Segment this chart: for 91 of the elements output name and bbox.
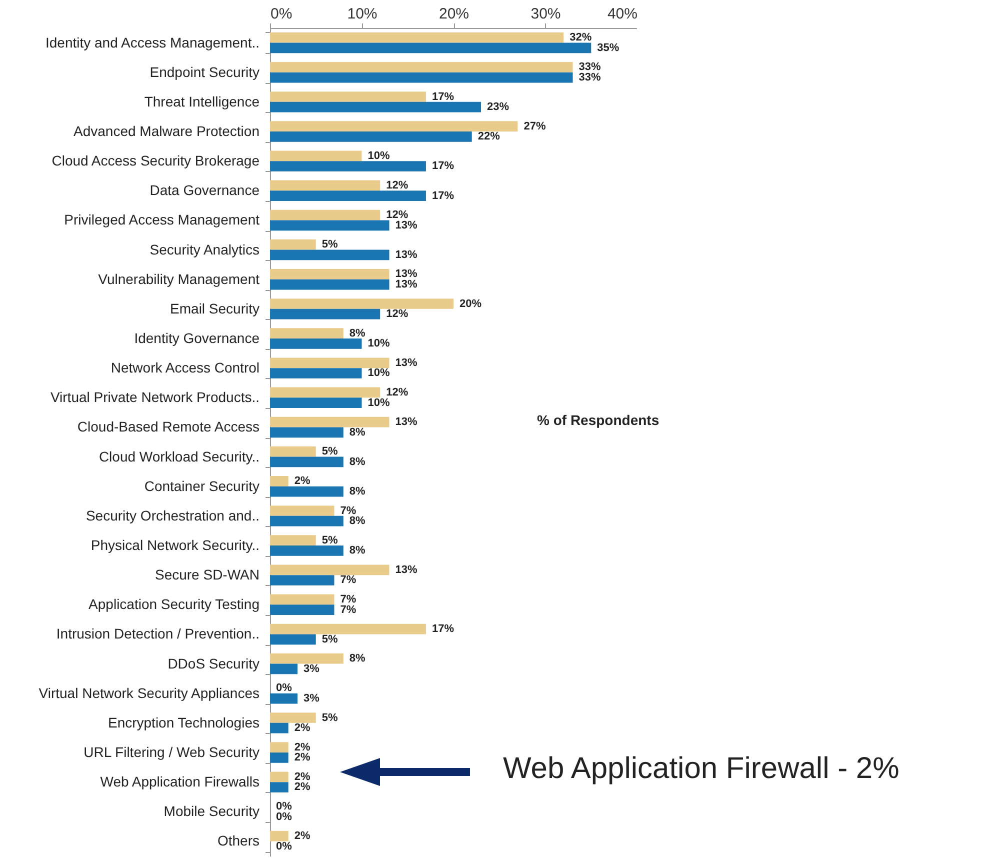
data-label: 2% [294,475,310,488]
data-label: 13% [395,248,418,261]
data-label: 20% [460,298,482,310]
y-tick-label: Network Access Control [110,360,260,376]
data-label: 2% [294,781,310,794]
data-label: 0% [276,682,292,694]
data-label: 13% [395,356,418,369]
annotation: % of Respondents [537,412,660,428]
data-label: 3% [304,692,320,705]
y-tick-label: Cloud-Based Remote Access [77,418,260,435]
y-tick-label: Intrusion Detection / Prevention.. [56,626,260,642]
data-label: 17% [432,623,454,636]
y-tick-label: Mobile Security [164,803,260,820]
y-tick-label: Data Governance [150,182,260,198]
data-label: 2% [294,830,310,842]
data-label: 13% [395,416,418,428]
data-label: 8% [349,652,366,665]
data-label: 7% [340,504,356,517]
data-label: 12% [386,308,408,320]
data-label: 7% [340,604,356,616]
data-label: 23% [487,101,510,114]
data-label: 12% [386,179,408,192]
data-label: 2% [294,741,310,754]
data-label: 5% [322,712,338,724]
data-label: 7% [340,574,356,586]
y-tick-label: Security Analytics [150,241,260,258]
y-tick-label: Identity and Access Management.. [45,34,260,50]
x-tick-label: 10% [347,6,378,22]
data-label: 0% [276,810,292,823]
data-label: 10% [368,338,390,350]
data-label: 33% [578,72,602,84]
data-label: 10% [368,396,390,409]
data-label: 2% [294,722,310,734]
y-tick-label: Identity Governance [134,330,260,346]
data-label: 13% [395,268,418,280]
y-tick-label: Endpoint Security [150,64,260,80]
data-label: 33% [578,61,602,74]
y-tick-label: Encryption Technologies [108,714,260,730]
data-label: 2% [294,770,310,783]
data-label: 3% [304,662,320,675]
data-label: 13% [395,278,418,291]
y-tick-label: URL Filtering / Web Security [84,744,260,760]
y-tick-label: Virtual Private Network Products.. [50,389,260,406]
y-tick-label: Cloud Workload Security.. [98,448,260,464]
data-label: 35% [597,42,620,54]
data-label: 8% [349,426,366,438]
y-tick-label: Physical Network Security.. [90,537,260,553]
y-tick-label: Email Security [170,300,260,316]
y-tick-label: Container Security [144,478,260,494]
data-label: 8% [349,456,366,468]
data-label: 5% [322,633,338,646]
data-label: 2% [294,752,310,764]
data-label: 17% [432,190,454,202]
y-tick-label: Web Application Firewalls [100,774,260,790]
data-label: 13% [395,564,418,576]
data-label: 0% [276,800,292,812]
data-label: 32% [570,32,592,44]
data-label: 10% [368,367,390,380]
data-label: 10% [368,150,390,162]
data-label: 12% [386,386,408,398]
data-label: 22% [478,130,500,143]
x-tick-label: 20% [438,6,470,22]
data-label: 17% [432,90,454,103]
data-label: 5% [322,534,338,546]
data-label: 0% [276,840,292,852]
y-tick-label: DDoS Security [168,655,260,672]
y-tick-label: Virtual Network Security Appliances [38,684,260,701]
y-tick-label: Privileged Access Management [64,212,260,228]
data-label: 8% [349,486,366,498]
data-label: 5% [322,238,338,251]
y-tick-label: Vulnerability Management [98,270,260,287]
data-label: 17% [432,160,454,172]
data-label: 8% [349,327,366,340]
data-label: 8% [349,544,366,557]
y-tick-label: Security Orchestration and.. [86,507,260,524]
y-tick-label: Cloud Access Security Brokerage [52,152,260,169]
data-label: 27% [524,120,546,132]
data-label: 8% [349,515,366,528]
y-tick-label: Threat Intelligence [144,93,260,110]
data-label: 7% [340,593,356,606]
y-tick-label: Others [217,832,260,849]
y-tick-label: Advanced Malware Protection [74,123,260,139]
data-label: 13% [395,219,418,232]
x-tick-label: 40% [607,6,638,22]
x-tick-label: 0% [270,6,292,22]
x-tick-label: 30% [530,6,561,22]
annotation: Web Application Firewall - 2% [503,752,900,786]
y-tick-label: Secure SD-WAN [154,566,260,583]
y-tick-label: Application Security Testing [88,596,260,612]
data-label: 5% [322,446,338,458]
data-label: 12% [386,209,408,222]
